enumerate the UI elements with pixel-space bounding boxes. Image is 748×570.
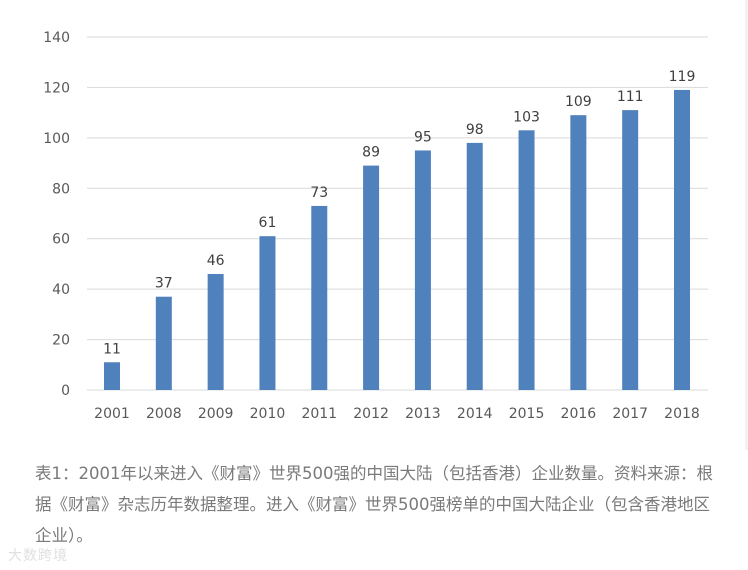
y-tick-label: 80 (52, 181, 70, 197)
bar (570, 115, 587, 391)
x-tick-label: 2018 (664, 406, 700, 422)
data-label: 95 (414, 129, 432, 145)
bar (259, 236, 276, 390)
data-label: 37 (155, 276, 173, 292)
y-tick-label: 140 (43, 30, 70, 46)
bar (155, 296, 172, 390)
bar (311, 205, 328, 390)
data-label: 89 (362, 145, 380, 161)
y-tick-label: 40 (52, 282, 70, 298)
bar (674, 89, 690, 390)
x-tick-label: 2011 (301, 406, 337, 422)
data-label: 73 (310, 185, 328, 201)
data-label: 46 (207, 253, 225, 269)
data-label: 11 (103, 341, 121, 357)
x-tick-label: 2012 (353, 406, 389, 422)
bar (622, 110, 639, 390)
bar (363, 165, 380, 390)
x-tick-label: 2015 (509, 406, 545, 422)
data-label: 61 (259, 215, 277, 231)
x-tick-label: 2010 (250, 406, 286, 422)
x-tick-label: 2016 (561, 406, 597, 422)
bar (207, 274, 224, 390)
y-tick-label: 0 (61, 383, 70, 399)
x-tick-label: 2017 (612, 406, 648, 422)
x-tick-label: 2014 (457, 406, 493, 422)
bar (466, 142, 483, 390)
bar (104, 362, 120, 390)
watermark: 大数跨境 (8, 548, 68, 564)
y-tick-label: 120 (43, 80, 70, 96)
x-tick-label: 2013 (405, 406, 441, 422)
x-tick-label: 2001 (94, 406, 130, 422)
data-label: 98 (466, 122, 484, 138)
data-label: 111 (617, 89, 644, 105)
data-label: 103 (513, 109, 540, 125)
chart-caption: 表1：2001年以来进入《财富》世界500强的中国大陆（包括香港）企业数量。资料… (35, 464, 713, 545)
bar-chart: 0 20 40 60 80 100 120 140 11 2001 37 2008 46 2009 61 20… (43, 30, 708, 422)
bar (518, 130, 535, 391)
y-tick-label: 20 (52, 333, 70, 349)
data-label: 119 (669, 69, 696, 85)
y-tick-label: 60 (52, 232, 70, 248)
x-tick-label: 2008 (146, 406, 182, 422)
data-label: 109 (565, 94, 592, 110)
x-tick-label: 2009 (198, 406, 234, 422)
y-tick-label: 100 (43, 131, 70, 147)
page-edge (745, 0, 748, 450)
bar (414, 150, 431, 390)
